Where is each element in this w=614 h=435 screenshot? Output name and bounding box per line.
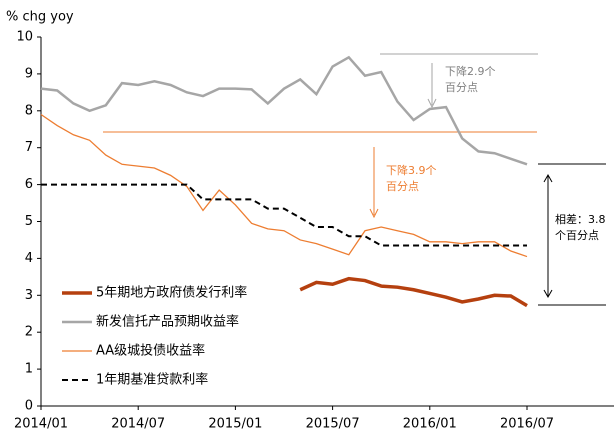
y-axis-label: % chg yoy bbox=[6, 10, 74, 25]
arrow-head bbox=[427, 98, 437, 109]
annotation: 个百分点 bbox=[555, 229, 599, 242]
arrow-head bbox=[543, 173, 553, 299]
arrow-head bbox=[369, 208, 379, 219]
y-tick-label: 2 bbox=[25, 325, 33, 340]
x-tick-label: 2016/07 bbox=[500, 417, 554, 432]
y-tick-label: 3 bbox=[25, 288, 33, 303]
y-tick-label: 8 bbox=[25, 103, 33, 118]
annotation: 相差：3.8 bbox=[555, 212, 606, 226]
y-tick-label: 0 bbox=[25, 399, 33, 414]
series-line bbox=[40, 113, 528, 258]
y-tick-label: 9 bbox=[25, 66, 33, 81]
series-line bbox=[299, 276, 528, 308]
x-tick-label: 2015/07 bbox=[306, 417, 360, 432]
y-tick-label: 10 bbox=[16, 30, 33, 45]
annotation: 百分点 bbox=[445, 81, 478, 94]
y-tick-label: 6 bbox=[25, 177, 33, 192]
y-tick-label: 7 bbox=[25, 140, 33, 155]
x-tick-label: 2014/07 bbox=[111, 417, 165, 432]
y-tick-label: 4 bbox=[25, 251, 33, 266]
x-tick-label: 2014/01 bbox=[14, 417, 68, 432]
legend-label: 1年期基准贷款利率 bbox=[96, 372, 208, 388]
annotation: 下降3.9个 bbox=[386, 163, 437, 177]
x-tick-label: 2016/01 bbox=[403, 417, 457, 432]
legend-label: AA级城投债收益率 bbox=[96, 343, 205, 359]
legend-label: 5年期地方政府债发行利率 bbox=[96, 285, 247, 301]
series-line bbox=[40, 55, 528, 166]
annotation: 下降2.9个 bbox=[445, 64, 496, 78]
y-tick-label: 1 bbox=[25, 362, 33, 377]
x-tick-label: 2015/01 bbox=[208, 417, 262, 432]
legend-label: 新发信托产品预期收益率 bbox=[96, 314, 239, 330]
annotation: 百分点 bbox=[386, 180, 419, 193]
y-tick-label: 5 bbox=[25, 214, 33, 229]
series-line bbox=[41, 183, 527, 247]
